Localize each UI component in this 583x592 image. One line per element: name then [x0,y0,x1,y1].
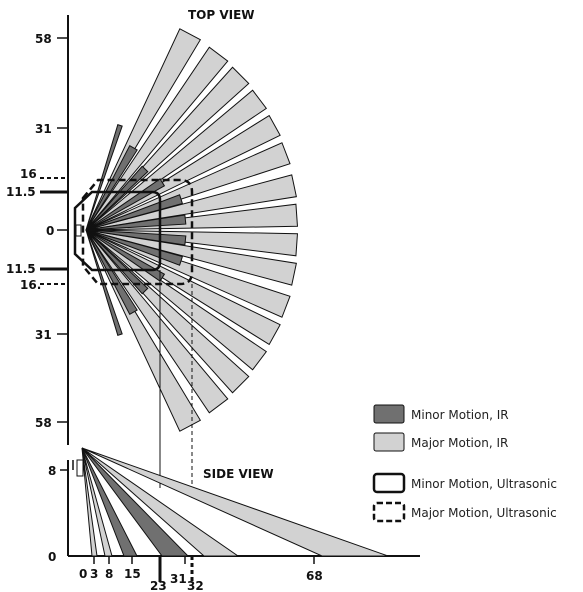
legend: Minor Motion, IR Major Motion, IR Minor … [372,404,557,523]
bottom-label-11-5: 11.5 [6,262,36,276]
side-xlabel-8: 8 [105,567,113,581]
legend-label-major-us: Major Motion, Ultrasonic [411,506,557,520]
legend-swatch-minor-ir [373,404,405,424]
major-ir-beam-lower-4 [85,229,268,371]
side-minor-beam-2 [81,447,138,557]
major-ir-beam-lower-6 [85,229,291,318]
top-label-11-5: 11.5 [6,185,36,199]
bottom-label-16: 16. [20,278,41,292]
minor-ir-beam-lower-4 [85,229,184,266]
side-minor-beam-1 [81,447,190,557]
top-label-58: 58 [35,32,52,46]
side-xlabel-3: 3 [90,567,98,581]
side-xlabel-31: 31 [170,572,187,586]
major-ir-beam-upper-6 [85,142,291,231]
side-xlabel-68: 68 [306,569,323,583]
bottom-label-58: 58 [35,416,52,430]
side-major-beam-mid [81,447,240,557]
top-label-0: 0 [46,224,54,238]
minor-ultrasonic-outline [73,190,162,272]
legend-label-major-ir: Major Motion, IR [411,436,508,450]
top-label-16: 16 [20,167,37,181]
sensor-top-icon [75,224,82,237]
legend-label-minor-ir: Minor Motion, IR [411,408,509,422]
side-major-beam-far [81,447,389,557]
minor-ir-beam-lower-2 [85,229,149,295]
side-view-title: SIDE VIEW [203,467,274,481]
major-ultrasonic-outline [81,178,194,286]
major-ir-beam-lower-2 [85,229,229,414]
side-xlabel-23: 23 [150,579,167,592]
major-ir-beam-steep-upper [85,124,123,231]
side-label-0: 0 [48,550,56,564]
major-ir-beam-upper-4 [85,89,268,231]
top-label-31: 31 [35,122,52,136]
minor-ir-beam-lower-3 [85,229,166,282]
legend-label-minor-us: Minor Motion, Ultrasonic [411,477,557,491]
side-xlabel-15: 15 [124,567,141,581]
side-xlabel-0: 0 [79,567,87,581]
minor-ir-beams [85,144,187,316]
minor-ir-beam-upper-1 [85,144,138,231]
bottom-label-31: 31 [35,328,52,342]
legend-swatch-minor-us [372,472,406,494]
side-label-8: 8 [48,464,56,478]
minor-ir-beam-upper-2 [85,165,149,231]
legend-swatch-major-us [372,501,406,523]
minor-ir-beam-upper-4 [85,194,184,231]
top-view-title: TOP VIEW [188,8,255,22]
side-xlabel-32: 32 [187,579,204,592]
major-ir-beam-steep-lower [85,229,123,336]
major-ir-beam-upper-2 [85,46,229,231]
sensor-side-icon [76,459,84,477]
legend-swatch-major-ir [373,432,405,452]
